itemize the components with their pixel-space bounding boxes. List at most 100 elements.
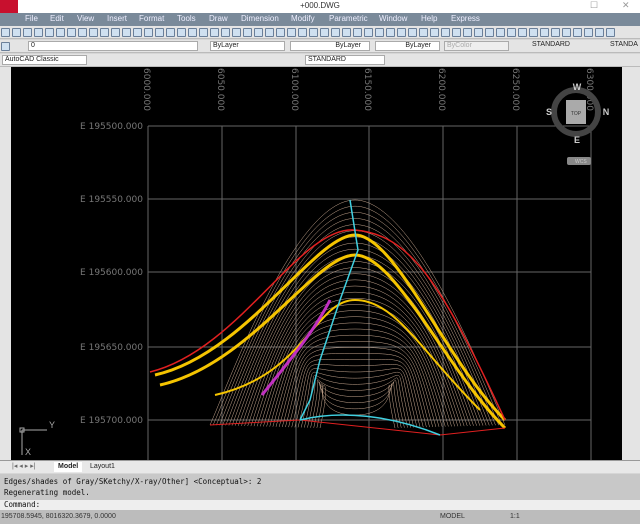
contour-line <box>250 279 465 427</box>
tab-nav-arrows-icon[interactable]: |◂ ◂ ▸ ▸| <box>12 463 36 470</box>
toolbar-tool-icon[interactable] <box>89 27 98 37</box>
toolbar-tool-icon[interactable] <box>320 27 329 37</box>
toolbar-tool-icon[interactable] <box>45 27 54 37</box>
toolbar-tool-icon[interactable] <box>210 27 219 37</box>
menu-dimension[interactable]: Dimension <box>241 14 279 23</box>
menu-view[interactable]: View <box>77 14 95 23</box>
toolbar-tool-icon[interactable] <box>133 27 142 37</box>
toolbar-tool-icon[interactable] <box>430 27 439 37</box>
toolbar-tool-icon[interactable] <box>177 27 186 37</box>
toolbar-tool-icon[interactable] <box>529 27 538 37</box>
menu-format[interactable]: Format <box>139 14 165 23</box>
toolbar-tool-icon[interactable] <box>419 27 428 37</box>
toolbar-tool-icon[interactable] <box>408 27 417 37</box>
toolbar-tool-icon[interactable] <box>584 27 593 37</box>
toolbar-tool-icon[interactable] <box>122 27 131 37</box>
tab-layout1[interactable]: Layout1 <box>90 463 115 470</box>
maximize-button[interactable]: ☐ <box>590 0 599 10</box>
toolbar-tool-icon[interactable] <box>474 27 483 37</box>
drawing-viewport[interactable]: 6000.000 6050.000 6100.000 6150.000 6200.000… <box>11 67 622 460</box>
toolbar-tool-icon[interactable] <box>166 27 175 37</box>
menu-edit[interactable]: Edit <box>50 14 64 23</box>
toolbar-tool-icon[interactable] <box>276 27 285 37</box>
toolbar-tool-icon[interactable] <box>56 27 65 37</box>
wcs-menu[interactable]: WCS <box>575 159 587 165</box>
viewcube-top[interactable]: TOP <box>571 111 582 117</box>
toolbar-tool-icon[interactable] <box>518 27 527 37</box>
toolbar-tool-icon[interactable] <box>342 27 351 37</box>
menu-help[interactable]: Help <box>421 14 438 23</box>
toolbar-tool-icon[interactable] <box>265 27 274 37</box>
toolbar-tool-icon[interactable] <box>375 27 384 37</box>
tab-model[interactable]: Model <box>54 462 83 472</box>
toolbar-tool-icon[interactable] <box>595 27 604 37</box>
layer-manager-icon[interactable] <box>1 41 10 51</box>
toolbar-tool-icon[interactable] <box>111 27 120 37</box>
toolbar-tool-icon[interactable] <box>386 27 395 37</box>
toolbar-tool-icon[interactable] <box>452 27 461 37</box>
toolbar-tool-icon[interactable] <box>34 27 43 37</box>
menu-tools[interactable]: Tools <box>177 14 196 23</box>
toolbar-tool-icon[interactable] <box>540 27 549 37</box>
menu-parametric[interactable]: Parametric <box>329 14 368 23</box>
toolbar-tool-icon[interactable] <box>364 27 373 37</box>
linetype-dropdown[interactable]: ByLayer <box>290 41 370 51</box>
toolbar-tool-icon[interactable] <box>144 27 153 37</box>
toolbar-tool-icon[interactable] <box>562 27 571 37</box>
toolbar-tool-icon[interactable] <box>485 27 494 37</box>
toolbar-tool-icon[interactable] <box>199 27 208 37</box>
menu-modify[interactable]: Modify <box>291 14 315 23</box>
toolbar-tool-icon[interactable] <box>78 27 87 37</box>
text-style-dropdown[interactable]: STANDARD <box>532 41 570 48</box>
toolbar-tool-icon[interactable] <box>496 27 505 37</box>
toolbar-tool-icon[interactable] <box>287 27 296 37</box>
toolbar-tool-icon[interactable] <box>507 27 516 37</box>
toolbar-tool-icon[interactable] <box>155 27 164 37</box>
dimstyle-dropdown[interactable]: STANDARD <box>305 55 385 65</box>
color-dropdown[interactable]: ByLayer <box>210 41 285 51</box>
toolbar-tool-icon[interactable] <box>100 27 109 37</box>
y-grid-label: E 195500.000 <box>80 122 143 132</box>
toolbar-tool-icon[interactable] <box>221 27 230 37</box>
toolbar-tool-icon[interactable] <box>441 27 450 37</box>
toolbar-tool-icon[interactable] <box>188 27 197 37</box>
workspace-dropdown[interactable]: AutoCAD Classic <box>2 55 87 65</box>
dim-style-dropdown[interactable]: STANDA <box>610 41 638 48</box>
command-input[interactable]: Command: <box>0 500 640 510</box>
menu-window[interactable]: Window <box>379 14 408 23</box>
close-button[interactable]: ✕ <box>622 0 630 10</box>
toolbar-tool-icon[interactable] <box>463 27 472 37</box>
viewcube[interactable]: TOP N S W E WCS <box>546 82 609 165</box>
model-button[interactable]: MODEL <box>440 513 465 520</box>
toolbar-tool-icon[interactable] <box>331 27 340 37</box>
y-grid-label: E 195700.000 <box>80 416 143 426</box>
toolbar-tool-icon[interactable] <box>243 27 252 37</box>
menu-insert[interactable]: Insert <box>107 14 128 23</box>
plotstyle-dropdown[interactable]: ByColor <box>444 41 509 51</box>
annotation-scale[interactable]: 1:1 <box>510 513 520 520</box>
toolbar-tool-icon[interactable] <box>232 27 241 37</box>
toolbar-tool-icon[interactable] <box>12 27 21 37</box>
compass-w[interactable]: W <box>573 82 582 92</box>
toolbar-tool-icon[interactable] <box>254 27 263 37</box>
lineweight-dropdown[interactable]: ByLayer <box>375 41 440 51</box>
path-line <box>260 299 332 396</box>
drawing-canvas[interactable]: 6000.000 6050.000 6100.000 6150.000 6200.000… <box>11 67 622 460</box>
compass-e[interactable]: E <box>574 135 580 145</box>
toolbar-tool-icon[interactable] <box>67 27 76 37</box>
toolbar-tool-icon[interactable] <box>1 27 10 37</box>
toolbar-tool-icon[interactable] <box>606 27 615 37</box>
toolbar-tool-icon[interactable] <box>353 27 362 37</box>
toolbar-tool-icon[interactable] <box>551 27 560 37</box>
toolbar-tool-icon[interactable] <box>23 27 32 37</box>
menu-file[interactable]: File <box>25 14 38 23</box>
menu-express[interactable]: Express <box>451 14 480 23</box>
compass-n[interactable]: N <box>603 107 610 117</box>
compass-s[interactable]: S <box>546 107 552 117</box>
toolbar-tool-icon[interactable] <box>397 27 406 37</box>
menu-draw[interactable]: Draw <box>209 14 228 23</box>
toolbar-tool-icon[interactable] <box>573 27 582 37</box>
layer-dropdown[interactable]: 0 <box>28 41 198 51</box>
toolbar-tool-icon[interactable] <box>298 27 307 37</box>
toolbar-tool-icon[interactable] <box>309 27 318 37</box>
